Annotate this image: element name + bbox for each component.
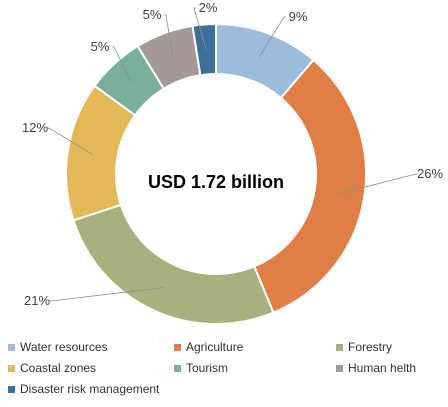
legend-label: Agriculture <box>186 340 244 354</box>
legend-item: Tourism <box>174 361 228 375</box>
legend-swatch <box>336 343 343 351</box>
leader-line <box>193 7 207 50</box>
legend-swatch <box>8 343 15 351</box>
leader-line <box>164 14 174 57</box>
legend-item: Disaster risk management <box>8 382 159 396</box>
legend-item: Coastal zones <box>8 361 96 375</box>
legend-item: Forestry <box>336 340 392 354</box>
center-total-label: USD 1.72 billion <box>148 172 284 192</box>
legend-label: Human helth <box>348 361 417 375</box>
legend-label: Disaster risk management <box>20 382 160 396</box>
leader-line <box>49 287 164 302</box>
legend-item: Human helth <box>336 361 416 375</box>
legend-swatch <box>336 364 343 372</box>
leader-line <box>47 127 93 155</box>
legend-swatch <box>174 343 181 351</box>
data-label: 5% <box>91 39 110 54</box>
legend-swatch <box>8 385 15 393</box>
data-label: 21% <box>24 293 50 308</box>
slice-agriculture <box>252 58 367 314</box>
donut-slices <box>65 22 367 325</box>
leader-line <box>112 46 132 83</box>
legend-item: Agriculture <box>174 340 243 354</box>
data-label: 5% <box>143 7 162 22</box>
legend-label: Forestry <box>348 340 393 354</box>
data-label: 26% <box>417 166 443 181</box>
legend-label: Coastal zones <box>20 361 97 375</box>
legend-swatch <box>8 364 15 372</box>
leader-line <box>339 173 418 194</box>
data-label: 9% <box>289 9 308 24</box>
legend-label: Tourism <box>186 361 229 375</box>
slice-forestry <box>72 203 275 325</box>
legend-label: Water resources <box>20 340 108 354</box>
data-label: 2% <box>199 0 218 15</box>
slice-disaster-risk-management <box>191 22 217 77</box>
donut-chart: 9% 26% 21% 12% 5% 5% 2% USD 1.72 billion <box>22 0 443 325</box>
leader-lines <box>47 7 418 302</box>
legend-swatch <box>174 364 181 372</box>
data-labels: 9% 26% 21% 12% 5% 5% 2% <box>22 0 443 308</box>
leader-line <box>258 16 286 57</box>
legend-item: Water resources <box>8 340 108 354</box>
data-label: 12% <box>22 120 48 135</box>
